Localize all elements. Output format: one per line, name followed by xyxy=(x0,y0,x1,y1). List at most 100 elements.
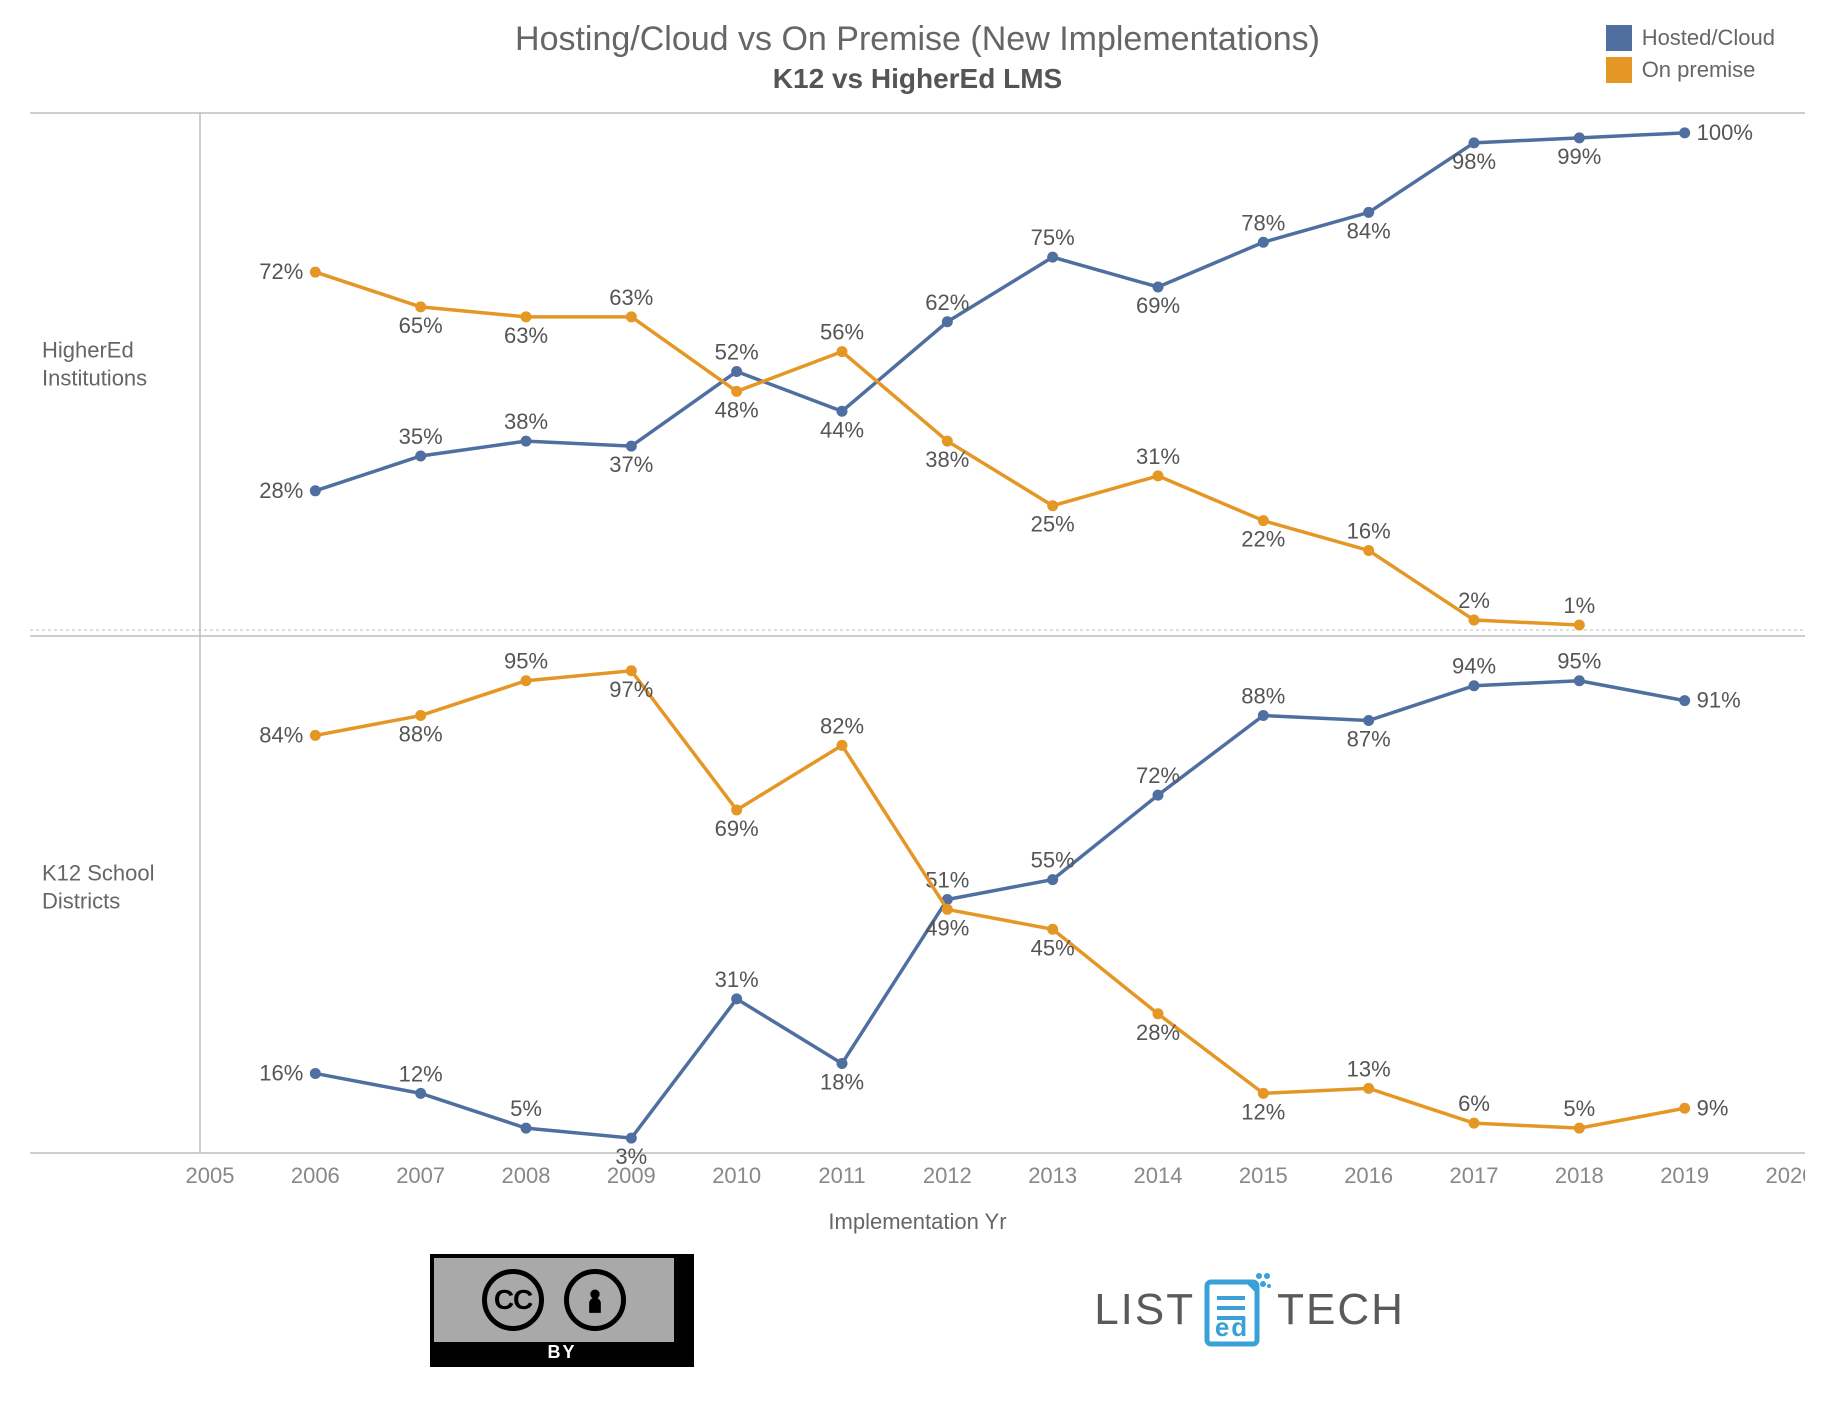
data-point xyxy=(521,1123,532,1134)
data-point xyxy=(1469,1118,1480,1129)
panel-label: Districts xyxy=(42,889,120,914)
chart-svg: HigherEdInstitutions28%35%38%37%52%44%62… xyxy=(30,103,1805,1203)
data-point xyxy=(1258,710,1269,721)
data-point xyxy=(310,730,321,741)
doc-icon: ed xyxy=(1201,1270,1271,1350)
data-point xyxy=(1574,675,1585,686)
point-label: 9% xyxy=(1697,1095,1729,1120)
point-label: 12% xyxy=(399,1061,443,1086)
x-axis-title: Implementation Yr xyxy=(30,1209,1805,1235)
data-point xyxy=(837,346,848,357)
legend-item: On premise xyxy=(1606,57,1775,83)
point-label: 69% xyxy=(715,816,759,841)
point-label: 31% xyxy=(715,967,759,992)
x-tick-label: 2009 xyxy=(607,1163,656,1188)
data-point xyxy=(310,1068,321,1079)
x-tick-label: 2005 xyxy=(186,1163,235,1188)
person-icon xyxy=(564,1269,626,1331)
point-label: 18% xyxy=(820,1070,864,1095)
point-label: 6% xyxy=(1458,1091,1490,1116)
point-label: 1% xyxy=(1563,593,1595,618)
point-label: 62% xyxy=(925,290,969,315)
data-point xyxy=(415,451,426,462)
point-label: 91% xyxy=(1697,688,1741,713)
point-label: 56% xyxy=(820,320,864,345)
cc-icon: CC xyxy=(482,1269,544,1331)
point-label: 87% xyxy=(1347,727,1391,752)
data-point xyxy=(731,993,742,1004)
point-label: 88% xyxy=(399,722,443,747)
x-tick-label: 2016 xyxy=(1344,1163,1393,1188)
data-point xyxy=(1469,680,1480,691)
point-label: 12% xyxy=(1241,1099,1285,1124)
x-tick-label: 2010 xyxy=(712,1163,761,1188)
svg-text:ed: ed xyxy=(1215,1312,1249,1342)
legend-swatch-hosted xyxy=(1606,25,1632,51)
point-label: 100% xyxy=(1697,120,1753,145)
point-label: 88% xyxy=(1241,684,1285,709)
data-point xyxy=(1363,1083,1374,1094)
data-point xyxy=(310,485,321,496)
point-label: 5% xyxy=(1563,1096,1595,1121)
point-label: 84% xyxy=(1347,218,1391,243)
data-point xyxy=(1047,924,1058,935)
point-label: 35% xyxy=(399,424,443,449)
legend-label: Hosted/Cloud xyxy=(1642,25,1775,51)
data-point xyxy=(837,1058,848,1069)
data-point xyxy=(1047,500,1058,511)
point-label: 16% xyxy=(259,1060,303,1085)
data-point xyxy=(1363,715,1374,726)
data-point xyxy=(626,441,637,452)
point-label: 13% xyxy=(1347,1056,1391,1081)
point-label: 51% xyxy=(925,867,969,892)
point-label: 38% xyxy=(925,447,969,472)
data-point xyxy=(1469,137,1480,148)
panel-label: Institutions xyxy=(42,366,147,391)
data-point xyxy=(1363,207,1374,218)
x-tick-label: 2018 xyxy=(1555,1163,1604,1188)
data-point xyxy=(1679,695,1690,706)
data-point xyxy=(837,406,848,417)
data-point xyxy=(942,904,953,915)
point-label: 38% xyxy=(504,409,548,434)
data-point xyxy=(415,1088,426,1099)
series-line xyxy=(315,133,1684,491)
x-tick-label: 2011 xyxy=(818,1163,865,1188)
brand-text-prefix: LIST xyxy=(1094,1285,1195,1335)
cc-by-text: BY xyxy=(434,1342,690,1363)
point-label: 78% xyxy=(1241,210,1285,235)
data-point xyxy=(415,710,426,721)
data-point xyxy=(626,665,637,676)
point-label: 48% xyxy=(715,397,759,422)
data-point xyxy=(942,436,953,447)
point-label: 2% xyxy=(1458,588,1490,613)
point-label: 72% xyxy=(259,259,303,284)
data-point xyxy=(1047,252,1058,263)
data-point xyxy=(731,366,742,377)
point-label: 63% xyxy=(504,323,548,348)
data-point xyxy=(1153,1008,1164,1019)
point-label: 65% xyxy=(399,313,443,338)
data-point xyxy=(942,316,953,327)
data-point xyxy=(1258,237,1269,248)
data-point xyxy=(521,675,532,686)
data-point xyxy=(310,267,321,278)
data-point xyxy=(1574,132,1585,143)
data-point xyxy=(1153,790,1164,801)
legend-label: On premise xyxy=(1642,57,1756,83)
point-label: 52% xyxy=(715,340,759,365)
panel-label: HigherEd xyxy=(42,338,134,363)
point-label: 95% xyxy=(504,649,548,674)
point-label: 99% xyxy=(1557,144,1601,169)
data-point xyxy=(1469,615,1480,626)
data-point xyxy=(1153,281,1164,292)
data-point xyxy=(837,740,848,751)
x-tick-label: 2008 xyxy=(502,1163,551,1188)
x-tick-label: 2013 xyxy=(1028,1163,1077,1188)
point-label: 28% xyxy=(1136,1020,1180,1045)
x-tick-label: 2020 xyxy=(1766,1163,1805,1188)
point-label: 44% xyxy=(820,417,864,442)
point-label: 72% xyxy=(1136,763,1180,788)
data-point xyxy=(1574,620,1585,631)
x-tick-label: 2007 xyxy=(396,1163,445,1188)
